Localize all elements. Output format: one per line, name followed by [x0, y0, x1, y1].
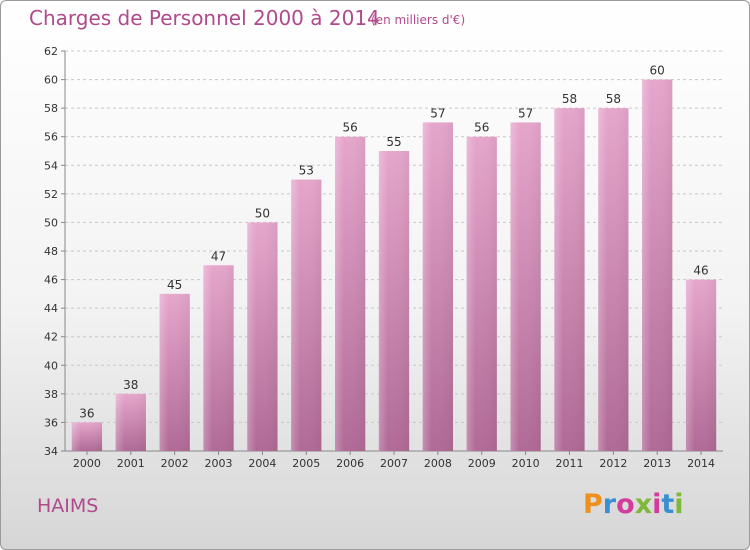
bar-highlight — [423, 122, 453, 451]
value-label: 36 — [79, 406, 94, 420]
bar-highlight — [510, 122, 540, 451]
bar-highlight — [598, 108, 628, 451]
y-tick-label: 54 — [44, 159, 58, 172]
x-tick-label: 2013 — [643, 457, 671, 470]
bar-highlight — [72, 422, 102, 451]
value-label: 46 — [693, 264, 708, 278]
value-label: 60 — [650, 64, 665, 78]
y-tick-label: 60 — [44, 74, 58, 87]
x-tick-label: 2014 — [687, 457, 715, 470]
x-tick-label: 2001 — [117, 457, 145, 470]
x-tick-label: 2002 — [161, 457, 189, 470]
y-tick-label: 46 — [44, 274, 58, 287]
y-tick-label: 44 — [44, 302, 58, 315]
value-label: 57 — [430, 106, 445, 120]
bar-highlight — [335, 137, 365, 451]
x-tick-label: 2005 — [292, 457, 320, 470]
bar-highlight — [642, 80, 672, 451]
bar-highlight — [686, 280, 716, 451]
y-tick-label: 50 — [44, 216, 58, 229]
x-tick-label: 2011 — [555, 457, 583, 470]
x-tick-label: 2006 — [336, 457, 364, 470]
bar-highlight — [203, 265, 233, 451]
bar-highlight — [554, 108, 584, 451]
value-label: 50 — [255, 206, 270, 220]
value-label: 38 — [123, 378, 138, 392]
y-tick-label: 40 — [44, 359, 58, 372]
x-tick-label: 2007 — [380, 457, 408, 470]
x-tick-label: 2003 — [205, 457, 233, 470]
bar-highlight — [160, 294, 190, 451]
proxiti-logo: Proxiti — [583, 489, 684, 520]
x-tick-label: 2008 — [424, 457, 452, 470]
bar-highlight — [116, 394, 146, 451]
x-tick-label: 2004 — [248, 457, 276, 470]
y-tick-label: 56 — [44, 131, 58, 144]
y-tick-label: 58 — [44, 102, 58, 115]
value-label: 56 — [474, 121, 489, 135]
value-label: 47 — [211, 249, 226, 263]
value-label: 58 — [606, 92, 621, 106]
place-name: HAIMS — [37, 495, 98, 517]
x-tick-label: 2009 — [468, 457, 496, 470]
x-tick-label: 2000 — [73, 457, 101, 470]
y-tick-label: 52 — [44, 188, 58, 201]
value-label: 55 — [386, 135, 401, 149]
x-tick-label: 2012 — [599, 457, 627, 470]
value-label: 57 — [518, 106, 533, 120]
bar-highlight — [291, 180, 321, 451]
value-label: 45 — [167, 278, 182, 292]
y-tick-label: 36 — [44, 416, 58, 429]
y-tick-label: 48 — [44, 245, 58, 258]
bar-highlight — [379, 151, 409, 451]
bar-highlight — [247, 222, 277, 451]
value-label: 56 — [342, 121, 357, 135]
y-tick-label: 42 — [44, 331, 58, 344]
bar-highlight — [467, 137, 497, 451]
value-label: 53 — [299, 164, 314, 178]
y-tick-label: 62 — [44, 45, 58, 58]
x-tick-label: 2010 — [512, 457, 540, 470]
value-label: 58 — [562, 92, 577, 106]
y-tick-label: 38 — [44, 388, 58, 401]
y-tick-label: 34 — [44, 445, 58, 458]
